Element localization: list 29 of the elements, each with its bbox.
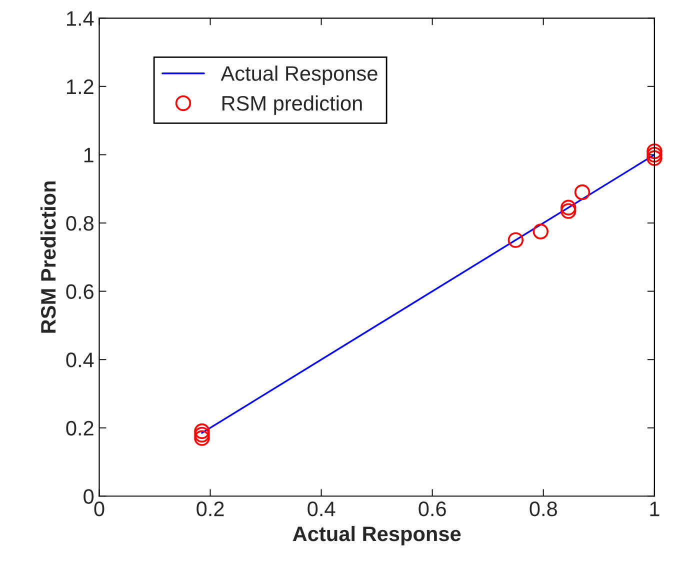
x-axis-title: Actual Response (292, 526, 461, 546)
y-tick-label: 0.4 (66, 352, 94, 368)
legend-label: RSM prediction (222, 95, 362, 115)
y-tick-label: 0 (84, 489, 94, 504)
point (560, 200, 576, 216)
y-tick-label: 1.4 (67, 11, 94, 26)
point (194, 430, 210, 446)
point (194, 423, 210, 440)
x-tick-label: 1 (650, 502, 660, 516)
x-tick-label: 0 (94, 502, 104, 516)
legend-label: Actual Response (220, 66, 378, 85)
y-tick-label: 1 (84, 148, 94, 162)
point (560, 203, 576, 219)
y-tick-label: 0.6 (66, 284, 94, 300)
x-tick-label: 0.4 (308, 502, 336, 516)
y-tick-label: 0.2 (66, 420, 94, 436)
point (532, 224, 548, 240)
x-tick-label: 0.6 (418, 502, 446, 516)
point (646, 143, 662, 160)
x-tick-label: 0.2 (196, 502, 224, 516)
point (194, 426, 210, 443)
x-tick-label: 0.8 (530, 502, 557, 516)
point (646, 150, 662, 166)
point (646, 146, 662, 163)
y-tick-label: 1.2 (67, 79, 94, 94)
y-axis-title: RSM Prediction (40, 181, 56, 333)
y-tick-label: 0.8 (66, 216, 94, 231)
point (574, 184, 590, 200)
point (508, 232, 524, 248)
